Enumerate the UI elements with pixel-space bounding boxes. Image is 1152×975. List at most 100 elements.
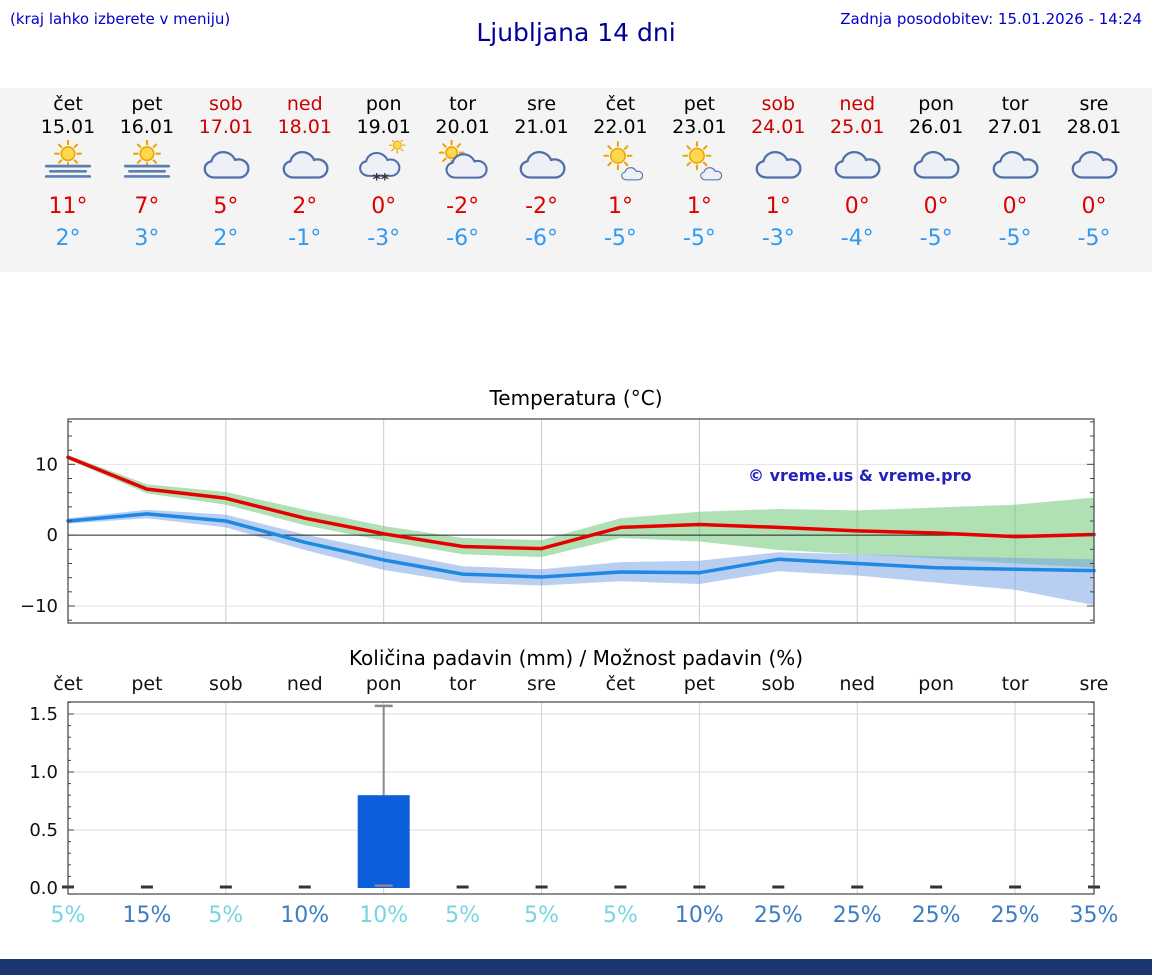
zero-precip-mark	[535, 885, 548, 889]
low-temp: -5°	[919, 226, 953, 251]
day-date: 26.01	[908, 116, 964, 138]
high-temp: 5°	[213, 194, 239, 219]
high-temp: 0°	[1002, 194, 1028, 219]
forecast-day-column: čet 22.01 1° -5°	[581, 88, 660, 272]
day-date: 21.01	[514, 116, 569, 138]
day-date: 19.01	[356, 116, 411, 138]
low-temp: 2°	[213, 226, 239, 251]
sun-small-cloud-icon	[670, 140, 728, 186]
cloud-icon	[749, 140, 807, 186]
day-date: 22.01	[593, 116, 648, 138]
zero-precip-mark	[693, 885, 706, 889]
sun-cloud-icon	[434, 140, 492, 186]
cloud-icon	[828, 140, 886, 186]
precip-probability-label: 5%	[208, 903, 243, 928]
location-menu-hint: (kraj lahko izberete v meniju)	[10, 10, 231, 28]
precip-probability-label: 25%	[754, 903, 803, 928]
low-temp: -4°	[840, 226, 874, 251]
forecast-day-column: sob 17.01 5° 2°	[186, 88, 265, 272]
day-name: ned	[839, 93, 876, 115]
precip-day-label: ned	[839, 674, 875, 695]
precip-day-label: ned	[287, 674, 323, 695]
precip-day-label: pet	[131, 674, 162, 695]
cloud-icon	[907, 140, 965, 186]
y-axis-label: 1.5	[29, 704, 58, 725]
precip-probability-label: 35%	[1070, 903, 1119, 928]
day-name: pon	[365, 93, 402, 115]
precip-probability-label: 10%	[359, 903, 408, 928]
day-name: sre	[1079, 93, 1109, 115]
precip-day-label: tor	[449, 674, 476, 695]
zero-precip-mark	[851, 885, 864, 889]
day-date: 18.01	[277, 116, 332, 138]
forecast-day-column: tor 27.01 0° -5°	[976, 88, 1055, 272]
forecast-day-column: pet 16.01 7° 3°	[107, 88, 186, 272]
precip-probability-label: 15%	[122, 903, 171, 928]
day-date: 16.01	[119, 116, 175, 138]
high-temp: 1°	[765, 194, 791, 219]
high-temp: 0°	[1081, 194, 1107, 219]
low-temp: -5°	[603, 226, 637, 251]
day-date: 23.01	[672, 116, 727, 138]
plot-border	[67, 701, 1095, 895]
day-date: 25.01	[830, 116, 885, 138]
day-name: tor	[1001, 93, 1029, 115]
low-temp: -3°	[367, 226, 401, 251]
low-temp: 3°	[134, 226, 160, 251]
day-name: ned	[286, 93, 323, 115]
precip-day-label: sob	[762, 674, 796, 695]
y-axis-label: 10	[35, 454, 58, 475]
forecast-day-column: sob 24.01 1° -3°	[739, 88, 818, 272]
low-temp: -1°	[288, 226, 322, 251]
day-date: 27.01	[987, 116, 1043, 138]
low-temp: -3°	[761, 226, 795, 251]
day-name: tor	[449, 93, 477, 115]
day-date: 28.01	[1066, 116, 1122, 138]
forecast-day-column: sre 28.01 0° -5°	[1055, 88, 1134, 272]
low-temp: -6°	[446, 226, 480, 251]
day-date: 20.01	[435, 116, 490, 138]
day-name: pet	[683, 93, 715, 115]
low-temp: -5°	[1077, 226, 1111, 251]
zero-precip-mark	[772, 885, 785, 889]
min-temp-range-band	[68, 509, 1094, 606]
day-date: 15.01	[40, 116, 96, 138]
sun-small-cloud-icon	[591, 140, 649, 186]
y-axis-label: 1.0	[29, 762, 58, 783]
precip-bar	[357, 795, 410, 888]
cloud-icon	[276, 140, 334, 186]
precip-day-label: tor	[1002, 674, 1029, 695]
y-axis-label: 0.5	[29, 820, 58, 841]
precip-day-label: sob	[209, 674, 243, 695]
cloud-icon	[986, 140, 1044, 186]
y-axis-label: 0	[47, 525, 58, 546]
zero-precip-mark	[140, 885, 153, 889]
forecast-day-column: sre 21.01 -2° -6°	[502, 88, 581, 272]
precip-day-label: pet	[684, 674, 715, 695]
day-name: sob	[209, 93, 243, 115]
sun-cloud-snow-icon: **	[355, 140, 413, 186]
high-temp: 1°	[607, 194, 633, 219]
forecast-day-column: pet 23.01 1° -5°	[660, 88, 739, 272]
high-temp: -2°	[446, 194, 480, 219]
y-axis-label: −10	[20, 596, 58, 617]
temperature-chart-svg: 10 0 −10 © vreme.us & vreme.pro	[20, 418, 1096, 624]
precip-day-label: sre	[527, 674, 556, 695]
precip-probability-label: 25%	[991, 903, 1040, 928]
plot-background	[68, 702, 1094, 894]
cloud-icon	[513, 140, 571, 186]
high-temp: 7°	[134, 194, 160, 219]
precip-day-label: pon	[918, 674, 954, 695]
precip-probability-label: 25%	[912, 903, 961, 928]
day-name: čet	[605, 93, 636, 115]
precip-probability-label: 5%	[603, 903, 638, 928]
low-temp: -5°	[998, 226, 1032, 251]
page-title: Ljubljana 14 dni	[476, 18, 676, 47]
precip-probability-label: 5%	[51, 903, 86, 928]
day-date: 24.01	[751, 116, 806, 138]
precip-probability-label: 10%	[280, 903, 329, 928]
forecast-day-column: ned 18.01 2° -1°	[265, 88, 344, 272]
forecast-strip: čet 15.01 11° 2° pet 16.01 7° 3° sob 17.01 5° 2° ned…	[0, 88, 1152, 272]
precip-day-label: čet	[606, 674, 636, 695]
